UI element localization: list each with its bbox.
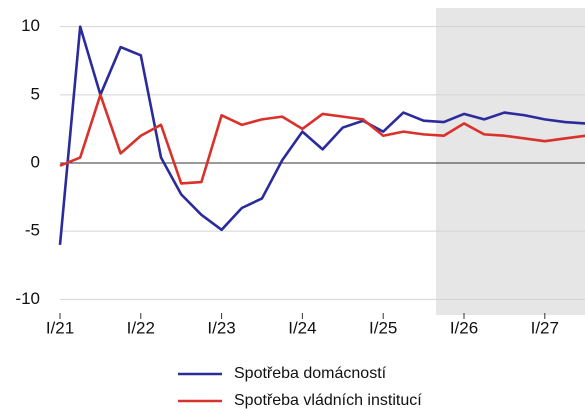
x-tick-label: I/22 [127,318,155,337]
x-tick-label: I/26 [450,318,478,337]
x-tick-label: I/21 [46,318,74,337]
legend: Spotřeba domácností Spotřeba vládních ins… [178,365,422,409]
y-tick-label: -5 [25,221,40,240]
x-tick-label: I/24 [288,318,316,337]
legend-label: Spotřeba vládních institucí [234,392,422,409]
legend-label: Spotřeba domácností [234,365,387,382]
x-tick-label: I/23 [207,318,235,337]
series-line [58,25,585,245]
axis: -10 -5 0 5 10 I/21 I/22 I/23 I/24 I/25 I/26 I/27 [15,16,559,337]
forecast-shade [436,8,585,315]
series-line [59,93,585,185]
x-tick-label: I/27 [531,318,559,337]
y-tick-label: 0 [31,152,40,171]
y-tick-label: 5 [31,84,40,103]
y-tick-label: -10 [15,289,40,308]
x-tick-label: I/25 [369,318,397,337]
y-tick-label: 10 [21,16,40,35]
lines [58,25,585,245]
